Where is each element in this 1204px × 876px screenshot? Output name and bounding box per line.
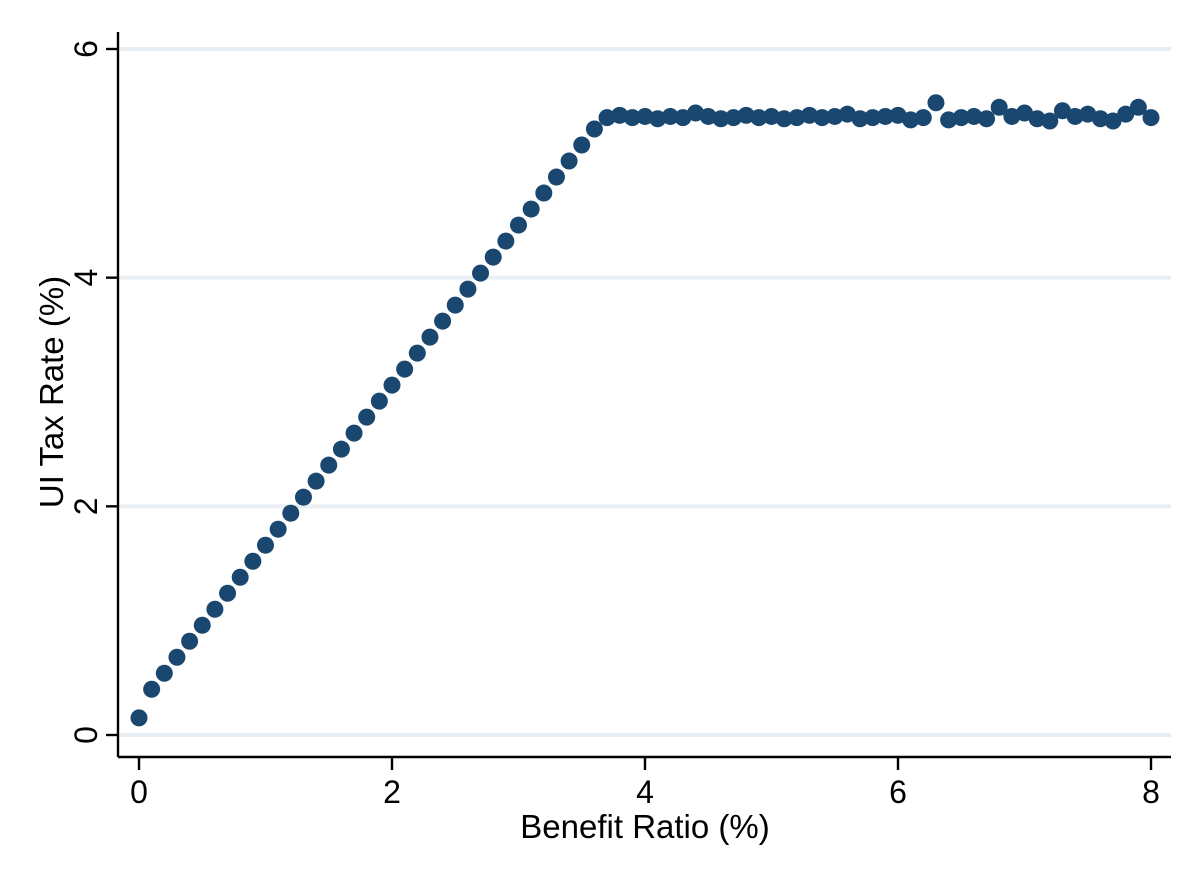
data-point	[358, 408, 376, 426]
data-point	[547, 168, 565, 186]
data-point	[345, 424, 363, 442]
data-point	[181, 632, 199, 650]
data-point	[269, 520, 287, 538]
data-point	[130, 709, 148, 727]
data-point	[1053, 102, 1071, 120]
data-point	[598, 109, 616, 127]
x-tick-label: 8	[1142, 774, 1160, 810]
data-point	[775, 110, 793, 128]
data-point	[332, 440, 350, 458]
data-point	[560, 152, 578, 170]
data-point	[1016, 104, 1033, 122]
y-tick-labels: 0 2 4 6	[68, 40, 104, 744]
data-point	[940, 111, 958, 129]
data-point	[611, 106, 629, 124]
x-tick-labels: 0 2 4 6 8	[130, 774, 1160, 810]
data-point	[573, 136, 591, 154]
data-point	[219, 584, 237, 602]
data-point	[712, 110, 730, 128]
y-tick-label: 2	[68, 497, 104, 515]
data-point	[1066, 107, 1084, 125]
data-point	[1028, 110, 1046, 128]
data-point	[459, 280, 477, 298]
data-point	[497, 232, 515, 250]
data-point	[788, 109, 806, 127]
data-point	[763, 107, 780, 125]
data-point	[661, 107, 679, 125]
data-point	[307, 472, 325, 490]
data-point	[1091, 110, 1109, 128]
data-point	[206, 600, 224, 618]
x-tick-label: 6	[889, 774, 907, 810]
data-point	[370, 392, 388, 410]
data-point	[472, 264, 490, 282]
y-tick-label: 0	[68, 726, 104, 744]
x-tick-label: 0	[130, 774, 148, 810]
data-point	[800, 106, 818, 124]
y-tick-label: 6	[68, 40, 104, 58]
data-point	[143, 680, 161, 698]
data-point	[168, 648, 186, 666]
data-point	[535, 184, 553, 202]
data-point	[1142, 109, 1160, 127]
data-point	[294, 488, 312, 506]
data-point	[484, 248, 502, 266]
data-point	[421, 328, 439, 346]
data-point	[1117, 105, 1135, 123]
data-point	[1104, 112, 1122, 130]
data-point	[750, 109, 768, 127]
data-point	[826, 107, 844, 125]
y-axis-title: UI Tax Rate (%)	[33, 276, 70, 508]
data-point	[978, 110, 996, 128]
data-point	[522, 200, 540, 218]
data-point	[383, 376, 401, 394]
data-point	[914, 109, 932, 127]
data-point	[952, 109, 970, 127]
data-point	[965, 107, 983, 125]
data-point	[1129, 98, 1147, 116]
data-point	[927, 94, 945, 112]
gridlines	[118, 47, 1171, 737]
data-point	[725, 109, 743, 127]
data-point	[636, 107, 654, 125]
data-point	[902, 111, 920, 129]
data-point	[193, 616, 211, 634]
data-point	[257, 536, 274, 554]
data-point	[623, 109, 641, 127]
data-point	[813, 109, 831, 127]
data-point	[320, 456, 338, 474]
data-points	[130, 94, 1160, 727]
data-point	[649, 110, 667, 128]
data-point	[396, 360, 414, 378]
data-point	[699, 107, 717, 125]
axes	[106, 32, 1171, 770]
data-point	[510, 216, 527, 234]
data-point	[851, 110, 869, 128]
data-point	[864, 109, 882, 127]
y-tick-label: 4	[68, 269, 104, 287]
data-point	[408, 344, 426, 362]
x-axis-title: Benefit Ratio (%)	[520, 808, 769, 845]
data-point	[155, 664, 173, 682]
data-point	[244, 552, 262, 570]
data-point	[585, 120, 603, 138]
data-point	[737, 106, 755, 124]
x-tick-label: 2	[383, 774, 401, 810]
x-tick-label: 4	[636, 774, 654, 810]
data-point	[876, 107, 894, 125]
data-point	[990, 98, 1008, 116]
data-point	[1041, 112, 1059, 130]
data-point	[434, 312, 452, 330]
data-point	[446, 296, 464, 314]
data-point	[231, 568, 249, 586]
data-point	[282, 504, 300, 522]
